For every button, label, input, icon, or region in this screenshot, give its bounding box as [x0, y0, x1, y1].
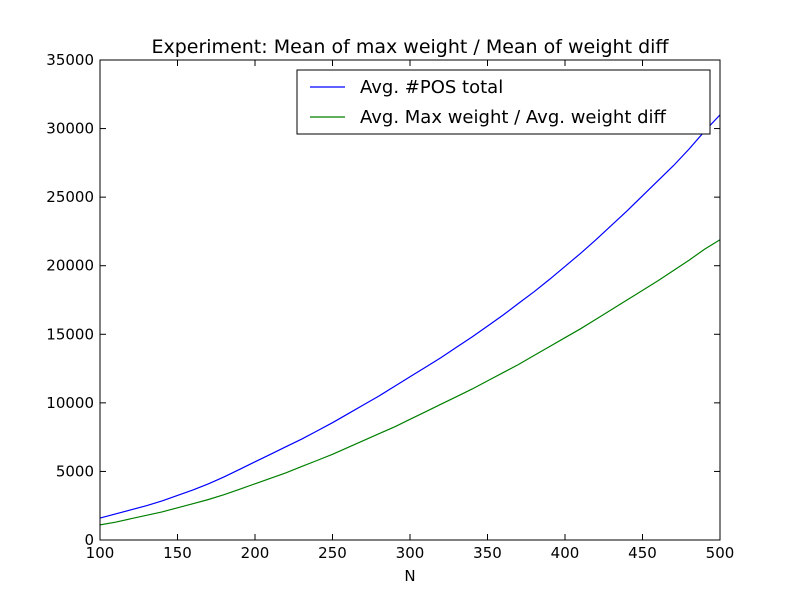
- series-line-1: [99, 239, 721, 526]
- y-tick-label: 10000: [46, 394, 94, 412]
- y-tick-label: 25000: [46, 188, 94, 206]
- legend-box: [296, 69, 711, 135]
- x-tick-label: 300: [396, 544, 425, 562]
- y-tick-label: 15000: [46, 325, 94, 343]
- series-line-0: [99, 114, 721, 519]
- x-tick-label: 450: [628, 544, 657, 562]
- y-axis: 0 5000 10000 15000 20000 25000 30000 35000: [46, 51, 720, 549]
- plot-area: [99, 114, 721, 526]
- x-tick-label: 400: [551, 544, 580, 562]
- x-axis-label: N: [404, 567, 415, 585]
- y-tick-label: 20000: [46, 257, 94, 275]
- x-tick-label: 200: [241, 544, 270, 562]
- y-tick-label: 30000: [46, 120, 94, 138]
- chart-title: Experiment: Mean of max weight / Mean of…: [151, 36, 669, 58]
- x-tick-label: 150: [163, 544, 192, 562]
- x-tick-label: 100: [86, 544, 115, 562]
- legend-label-max-weight-ratio: Avg. Max weight / Avg. weight diff: [360, 107, 667, 128]
- y-tick-label: 5000: [56, 462, 94, 480]
- x-axis: 100 150 200 250 300 350 400 450 500: [86, 60, 735, 562]
- legend: Avg. #POS total Avg. Max weight / Avg. w…: [296, 69, 711, 135]
- y-tick-label: 35000: [46, 51, 94, 69]
- x-tick-label: 500: [706, 544, 735, 562]
- x-tick-label: 250: [318, 544, 347, 562]
- x-tick-label: 350: [473, 544, 502, 562]
- legend-label-pos-total: Avg. #POS total: [360, 77, 503, 98]
- y-tick-label: 0: [84, 531, 94, 549]
